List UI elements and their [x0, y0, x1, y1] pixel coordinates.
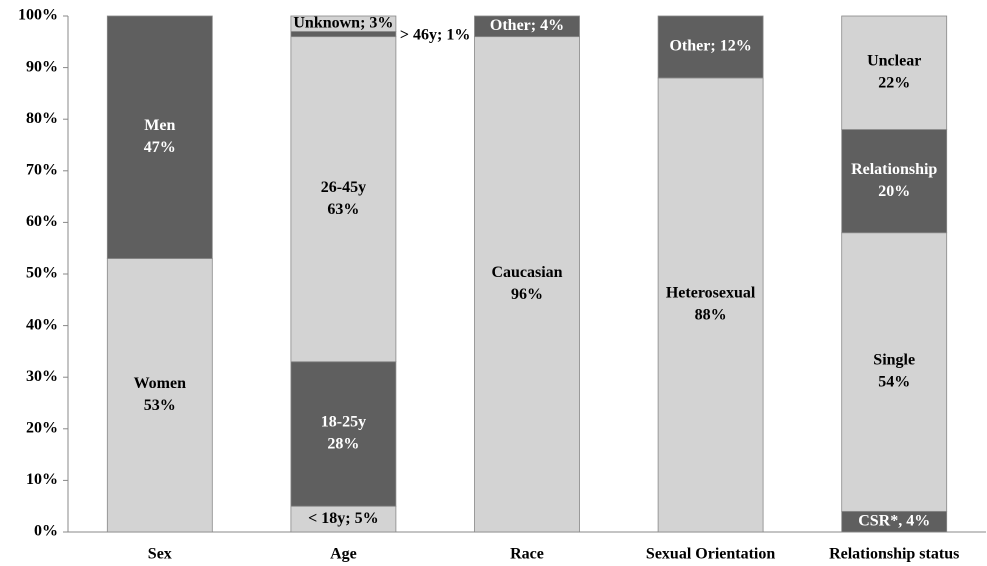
x-tick-label: Race [510, 546, 544, 563]
segment-label: Other; 4% [490, 17, 564, 34]
bar-segment [474, 15, 580, 38]
segment-label: > 46y; 1% [400, 27, 470, 44]
bar-segment [474, 36, 580, 533]
segment-label: Single [873, 352, 915, 369]
segment-label: Women [134, 375, 187, 392]
segment-label: 28% [327, 436, 359, 453]
segment-label: 63% [327, 201, 359, 218]
bar-segment [290, 15, 397, 32]
bar-segment [841, 15, 948, 130]
segment-label: 20% [878, 183, 910, 200]
bar-segment [290, 36, 397, 363]
segment-label: 26-45y [321, 179, 366, 196]
y-tick-label: 60% [26, 213, 58, 230]
segment-label: Relationship [851, 161, 937, 178]
bar-segment [657, 77, 764, 533]
y-tick-label: 10% [26, 471, 58, 488]
segment-label: < 18y; 5% [308, 510, 378, 527]
x-tick-label: Age [330, 546, 357, 563]
bar-segment [290, 31, 397, 38]
x-tick-label: Relationship status [829, 546, 959, 563]
y-tick-label: 90% [26, 58, 58, 75]
segment-label: 53% [144, 397, 176, 414]
segment-label: Heterosexual [666, 285, 756, 302]
segment-label: Men [144, 117, 175, 134]
segment-label: 22% [878, 74, 910, 91]
y-tick-label: 80% [26, 110, 58, 127]
y-tick-label: 40% [26, 316, 58, 333]
segment-label: 54% [878, 374, 910, 391]
y-tick-label: 100% [18, 7, 58, 24]
y-tick-label: 50% [26, 265, 58, 282]
bar-segment [290, 361, 397, 507]
x-tick-label: Sexual Orientation [646, 546, 775, 563]
segment-label: CSR*, 4% [858, 512, 930, 529]
segment-label: Unclear [867, 52, 921, 69]
bar-segment [106, 15, 213, 259]
y-tick-label: 0% [34, 523, 58, 540]
bar-segment [841, 232, 948, 512]
segment-label: Caucasian [491, 264, 562, 281]
x-tick-label: Sex [148, 546, 172, 563]
bar-segment [657, 15, 764, 79]
segment-label: Unknown; 3% [293, 14, 393, 31]
bar-segment [841, 129, 948, 234]
segment-label: Other; 12% [669, 38, 751, 55]
y-tick-label: 20% [26, 419, 58, 436]
y-tick-label: 70% [26, 161, 58, 178]
segment-label: 18-25y [321, 414, 366, 431]
segment-label: 88% [695, 307, 727, 324]
segment-label: 47% [144, 139, 176, 156]
segment-label: 96% [511, 286, 543, 303]
y-tick-label: 30% [26, 368, 58, 385]
bar-segment [106, 258, 213, 533]
bar-segment [290, 505, 397, 533]
